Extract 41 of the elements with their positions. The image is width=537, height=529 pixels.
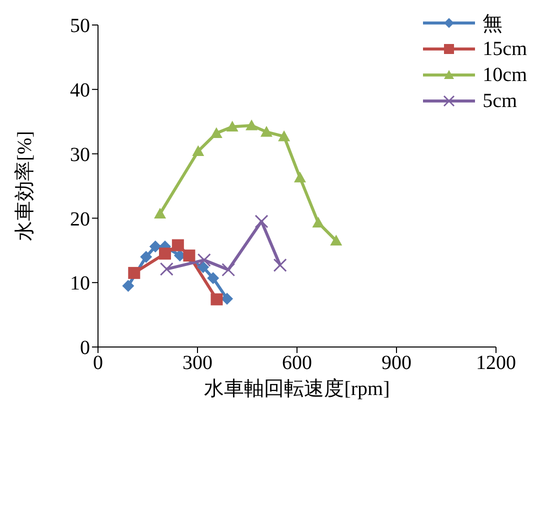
point [221, 292, 234, 305]
x-axis-title: 水車軸回転速度[rpm] [204, 378, 390, 400]
x-tick-label: 900 [382, 352, 412, 374]
point [294, 172, 306, 182]
x-tick-label: 600 [282, 352, 312, 374]
legend-label: 15cm [482, 38, 527, 60]
point [122, 280, 134, 292]
point [246, 119, 258, 130]
y-tick-label: 20 [70, 208, 90, 230]
y-tick-label: 40 [70, 80, 90, 102]
point [183, 250, 196, 262]
point [154, 208, 166, 218]
point [254, 214, 268, 228]
point [158, 248, 171, 260]
y-tick-label: 50 [70, 15, 90, 38]
point [260, 126, 272, 137]
x-tick-label: 300 [182, 352, 212, 374]
point [226, 120, 238, 132]
point [273, 258, 287, 272]
y-tick-label: 0 [80, 337, 90, 360]
legend-label: 10cm [482, 64, 527, 86]
point [160, 262, 174, 276]
y-tick-label: 30 [70, 144, 90, 166]
point [197, 253, 211, 267]
point [207, 272, 220, 284]
point [330, 234, 342, 246]
point [140, 250, 152, 263]
point [210, 127, 222, 138]
point [278, 130, 290, 142]
point [222, 262, 236, 276]
point [192, 145, 204, 156]
y-tick-label: 10 [70, 272, 90, 295]
point [128, 266, 140, 279]
point [312, 216, 324, 228]
legend-label: 無 [482, 12, 503, 36]
point [149, 240, 162, 253]
legend-label: 5cm [482, 90, 517, 112]
y-axis-title: 水車効率[%] [14, 131, 36, 241]
point [172, 239, 184, 252]
point [210, 293, 223, 306]
x-tick-label: 1200 [476, 352, 516, 374]
